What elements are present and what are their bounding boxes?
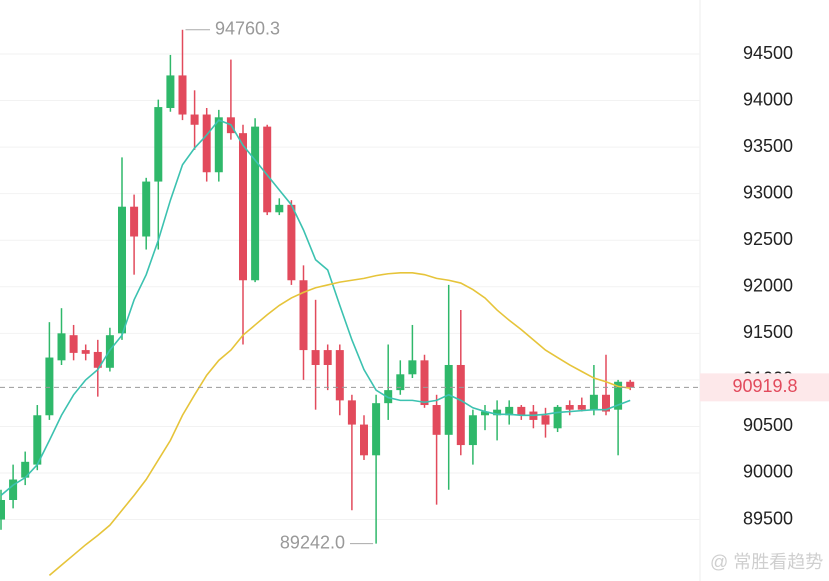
candle-body [190,114,199,125]
candle-body [360,424,368,456]
candle-body [493,409,502,416]
candle-body [9,479,18,500]
candle-body [444,364,453,435]
candle-body [323,350,332,365]
candle-body [372,403,381,456]
moving-average-line [48,272,631,577]
y-tick-label: 90000 [743,462,793,482]
candle-body [251,126,260,281]
candle-body [45,357,54,416]
candle-body [626,381,635,388]
candle-body [239,133,247,281]
candle-body [577,405,586,410]
candle-body [142,181,151,237]
candle-body [347,400,356,425]
candle-body [420,360,429,406]
y-tick-label: 94500 [743,43,793,63]
y-tick-label: 91500 [743,322,793,342]
candle-body [275,204,284,213]
candle-body [166,75,175,109]
candle-body [311,350,320,365]
price-box [700,373,829,402]
candle-body [93,351,102,368]
candle-body [154,107,163,182]
candle-body [408,360,417,375]
y-tick-label: 92000 [743,276,793,296]
y-tick-label: 93000 [743,182,793,202]
candle-body [178,75,187,115]
candle-body [57,333,66,361]
high-label: 94760.3 [215,19,280,39]
candle-body [69,335,78,353]
candle-body [614,381,623,410]
candle-body [468,415,477,446]
candle-body [0,499,5,520]
candle-body [602,394,610,412]
candle-body [263,126,272,213]
y-tick-label: 92500 [743,229,793,249]
candle-body [21,461,30,478]
candle-body [541,415,550,425]
candle-body [81,350,90,354]
y-tick-label: 93500 [743,136,793,156]
watermark: @ 常胜看趋势 [710,552,823,572]
low-label: 89242.0 [280,532,345,552]
candle-body [299,280,308,351]
candle-body [335,350,344,401]
price-label: 90919.8 [732,376,797,396]
y-tick-label: 89500 [743,508,793,528]
moving-average-line [0,119,631,496]
candle-body [33,415,42,465]
candle-body [456,364,465,446]
candle-body [517,406,526,416]
candle-body [589,394,598,410]
candle-body [565,405,574,410]
candle-body [214,117,223,173]
candle-body [432,405,441,435]
candle-body [553,406,562,429]
candle-body [130,206,139,237]
candle-body [287,204,296,281]
candle-body [202,114,211,173]
candle-body [481,411,489,416]
y-tick-label: 90500 [743,415,793,435]
y-tick-label: 94000 [743,89,793,109]
candle-body [118,206,126,334]
candle-body [505,406,514,416]
candle-body [396,374,405,391]
